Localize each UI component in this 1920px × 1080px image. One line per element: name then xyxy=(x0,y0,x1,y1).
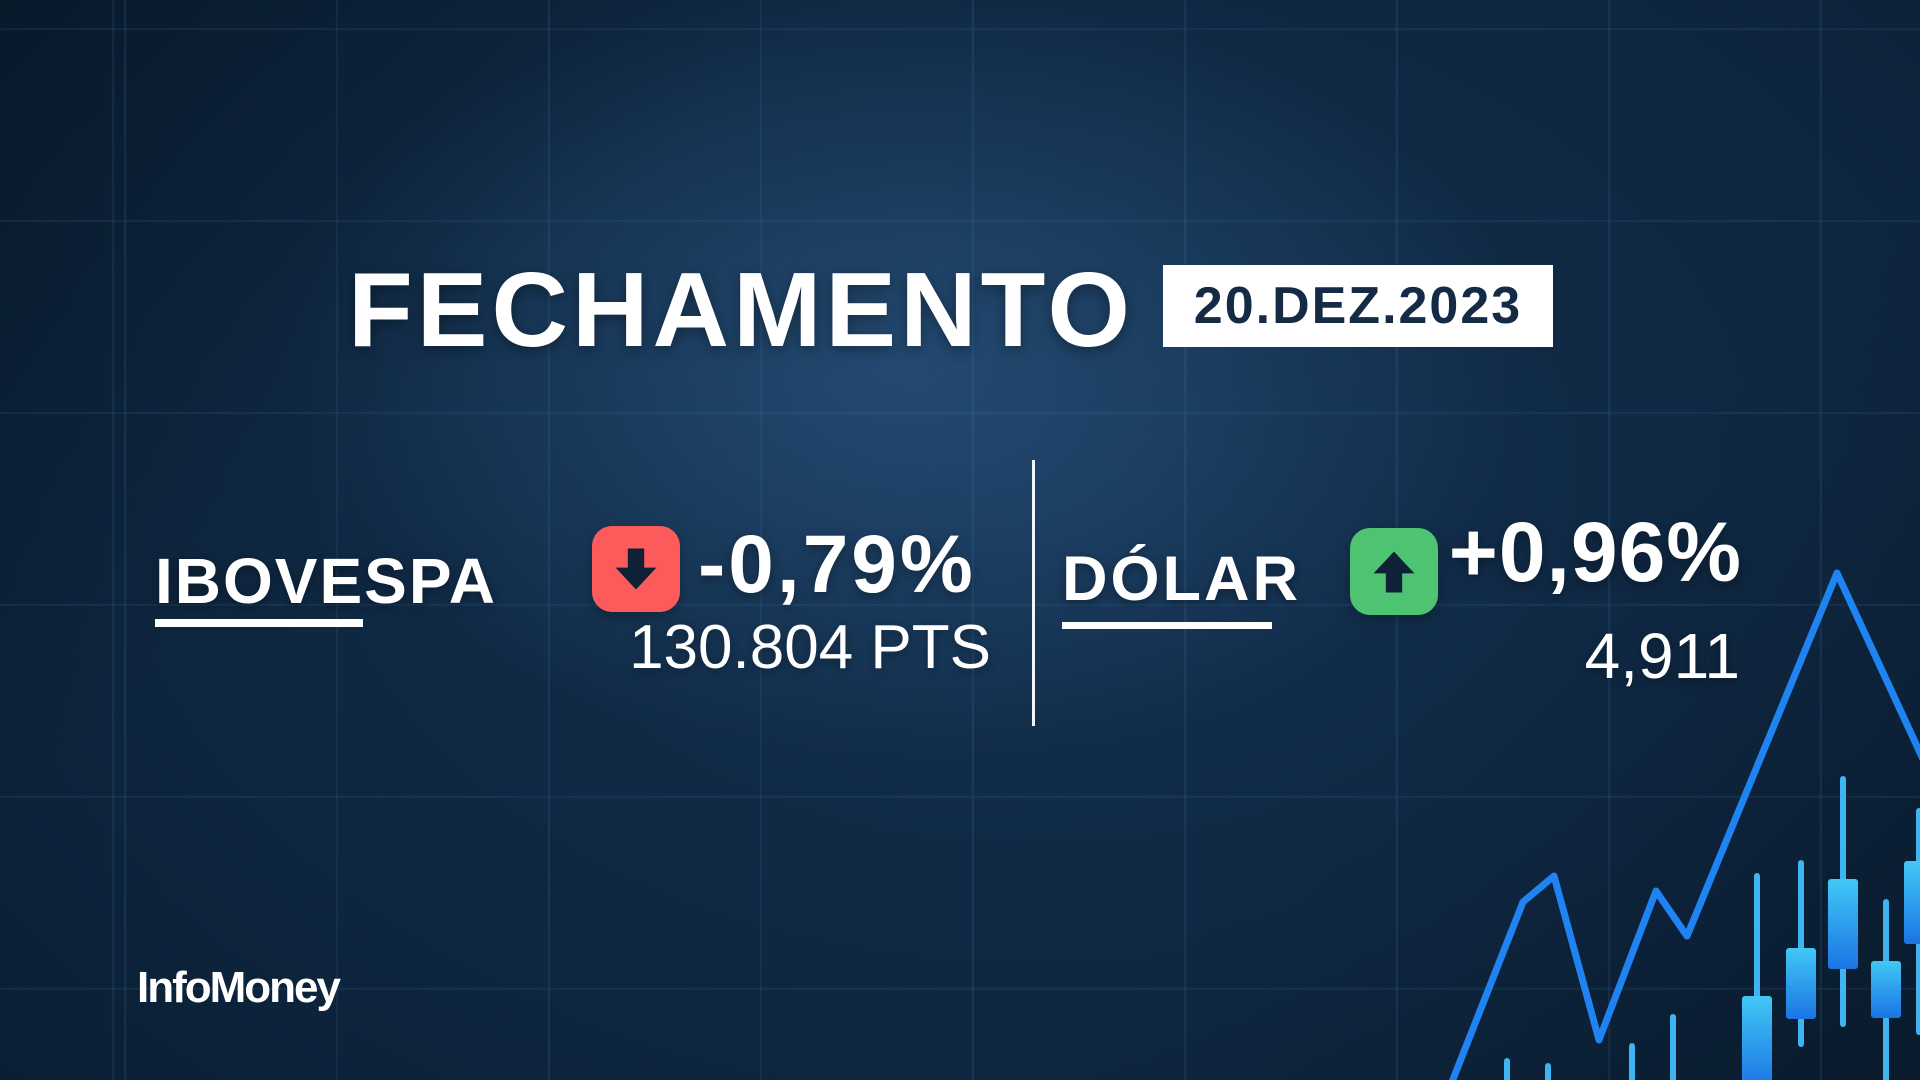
page-title: FECHAMENTO xyxy=(348,251,1134,369)
section-divider xyxy=(1032,460,1035,726)
date-badge: 20.DEZ.2023 xyxy=(1163,265,1553,347)
ibovespa-label: IBOVESPA xyxy=(155,545,497,617)
down-arrow-icon xyxy=(592,526,680,612)
candlestick-chart-decoration xyxy=(1448,569,1920,1080)
dolar-value: 4,911 xyxy=(1584,620,1740,692)
dolar-underline xyxy=(1062,622,1272,629)
ibovespa-underline xyxy=(155,619,363,627)
up-arrow-icon xyxy=(1350,528,1438,615)
infomoney-logo: InfoMoney xyxy=(137,963,341,1012)
ibovespa-change-percent: -0,79% xyxy=(698,519,976,610)
dolar-change-percent: +0,96% xyxy=(1448,505,1742,599)
dolar-label: DÓLAR xyxy=(1062,544,1301,614)
ibovespa-value: 130.804 PTS xyxy=(629,613,991,682)
